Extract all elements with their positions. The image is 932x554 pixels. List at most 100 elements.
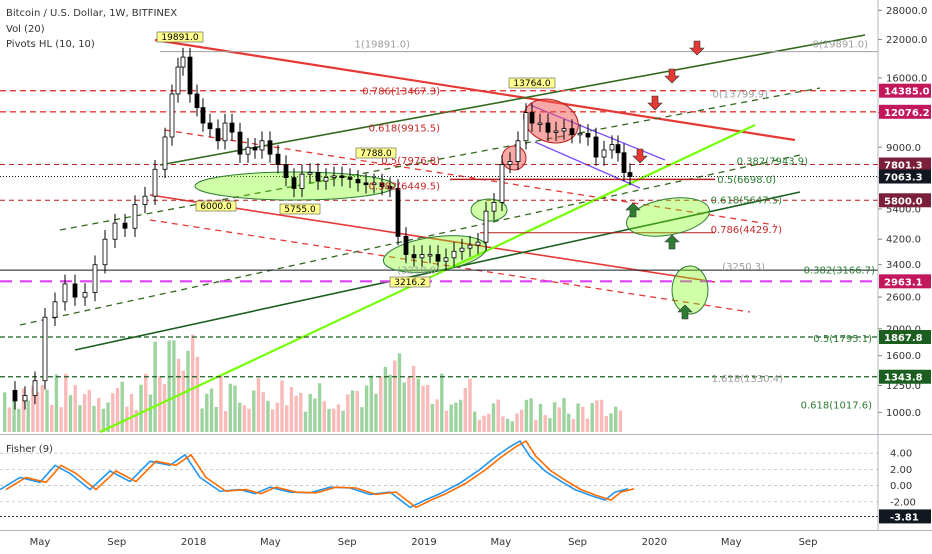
pivot-label-2: 7788.0 — [360, 149, 392, 159]
volume-bar-130 — [614, 406, 618, 432]
fisher-trigger-line — [5, 439, 635, 509]
candle-body-36 — [307, 172, 313, 175]
fisher-tick-label-0: 4.00 — [890, 449, 912, 460]
volume-bar-17 — [82, 394, 87, 432]
arrow-down-4 — [632, 148, 648, 164]
candle-body-52 — [435, 254, 441, 262]
price-tag-label-1: 12076.2 — [884, 108, 930, 119]
x-tick-label-4: Sep — [338, 537, 357, 548]
price-tag-box-0 — [879, 83, 931, 98]
volume-bar-27 — [129, 393, 134, 432]
volume-bar-101 — [477, 419, 482, 432]
volume-bar-30 — [144, 373, 148, 432]
volume-bar-55 — [261, 392, 265, 432]
volume-bar-89 — [421, 385, 425, 432]
fib-label-1: 0(19891.0) — [812, 40, 868, 51]
fib-label-9: 0.618(5647.5) — [711, 196, 783, 207]
volume-bar-67 — [317, 383, 322, 432]
candle-body-14 — [142, 195, 148, 205]
volume-bar-118 — [557, 407, 561, 432]
volume-bar-90 — [426, 384, 430, 432]
y-tick-label-8: 3400.0 — [886, 260, 921, 271]
volume-bar-16 — [78, 405, 82, 432]
fib-label-6: 0.382(7943.9) — [737, 156, 809, 167]
pivot-label-4: 5755.0 — [284, 205, 316, 215]
volume-bar-15 — [73, 385, 77, 432]
volume-bar-45 — [214, 406, 218, 432]
volume-bar-50 — [238, 402, 242, 432]
candle-body-3 — [32, 380, 38, 396]
candle-body-77 — [627, 172, 633, 177]
volume-bar-92 — [435, 399, 439, 432]
candle-body-4 — [42, 316, 48, 382]
candle-body-46 — [387, 186, 393, 189]
volume-bar-54 — [256, 378, 261, 432]
volume-bar-78 — [369, 375, 373, 432]
volume-bar-71 — [336, 404, 341, 432]
price-tag-box-4 — [879, 193, 931, 208]
price-tag-label-3: 7063.3 — [884, 173, 923, 184]
volume-bar-61 — [289, 387, 294, 432]
candle-body-40 — [339, 175, 345, 178]
candle-body-10 — [102, 238, 108, 266]
trendline-red-upper — [154, 38, 796, 142]
fib-label-15: 1.618(1330.4) — [712, 374, 784, 385]
arrow-down-3 — [647, 95, 663, 111]
fib-label-3: 0(13799.9) — [712, 90, 768, 101]
volume-bar-53 — [252, 390, 256, 432]
candle-body-63 — [523, 112, 529, 142]
volume-bar-108 — [510, 421, 514, 432]
candle-body-22 — [200, 107, 206, 124]
volume-bar-75 — [355, 390, 359, 432]
zone-ellipse-breakout — [470, 198, 508, 222]
volume-bar-29 — [139, 384, 143, 432]
volume-bar-110 — [520, 409, 524, 432]
volume-bar-25 — [120, 381, 124, 432]
candle-body-72 — [593, 136, 599, 158]
y-tick-label-12: 1250.0 — [886, 381, 921, 392]
volume-bar-65 — [308, 393, 312, 432]
y-tick-label-13: 1000.0 — [886, 408, 921, 419]
volume-bar-19 — [92, 405, 96, 432]
volume-bar-107 — [505, 418, 510, 432]
fisher-tick-label-2: 0.00 — [890, 481, 912, 492]
volume-bar-35 — [167, 340, 171, 432]
candle-body-45 — [379, 182, 385, 187]
candle-body-29 — [252, 146, 258, 151]
volume-bar-46 — [219, 376, 223, 432]
volume-bar-20 — [97, 397, 101, 432]
x-tick-label-6: May — [490, 537, 511, 548]
candle-body-73 — [601, 149, 607, 158]
candle-body-67 — [553, 130, 559, 133]
volume-bar-32 — [153, 341, 157, 432]
candle-body-75 — [615, 144, 621, 154]
volume-bar-51 — [242, 405, 247, 432]
candle-body-66 — [545, 122, 551, 133]
volume-bar-49 — [233, 385, 237, 432]
volume-bar-129 — [609, 413, 613, 432]
zone-ellipse-pre-top — [501, 145, 527, 171]
volume-bar-12 — [59, 407, 63, 432]
candle-body-1 — [12, 389, 18, 402]
volume-bar-109 — [515, 413, 519, 432]
fib-label-0: 1(19891.0) — [354, 40, 410, 51]
volume-bar-44 — [209, 388, 214, 432]
candle-body-24 — [215, 128, 221, 142]
volume-bar-62 — [294, 395, 298, 432]
volume-bar-88 — [416, 378, 420, 432]
volume-bar-116 — [548, 418, 552, 432]
candle-body-41 — [347, 177, 353, 180]
volume-bar-41 — [195, 356, 200, 432]
candle-body-48 — [403, 235, 409, 255]
candle-body-7 — [72, 283, 78, 298]
x-tick-label-0: May — [30, 537, 51, 548]
volume-bar-64 — [303, 411, 308, 432]
volume-bar-112 — [529, 398, 533, 432]
candle-body-68 — [561, 128, 567, 132]
volume-bar-36 — [172, 340, 176, 432]
fisher-line — [0, 439, 629, 509]
volume-bar-77 — [364, 385, 369, 432]
volume-bar-103 — [487, 413, 491, 432]
candle-body-61 — [507, 161, 513, 165]
